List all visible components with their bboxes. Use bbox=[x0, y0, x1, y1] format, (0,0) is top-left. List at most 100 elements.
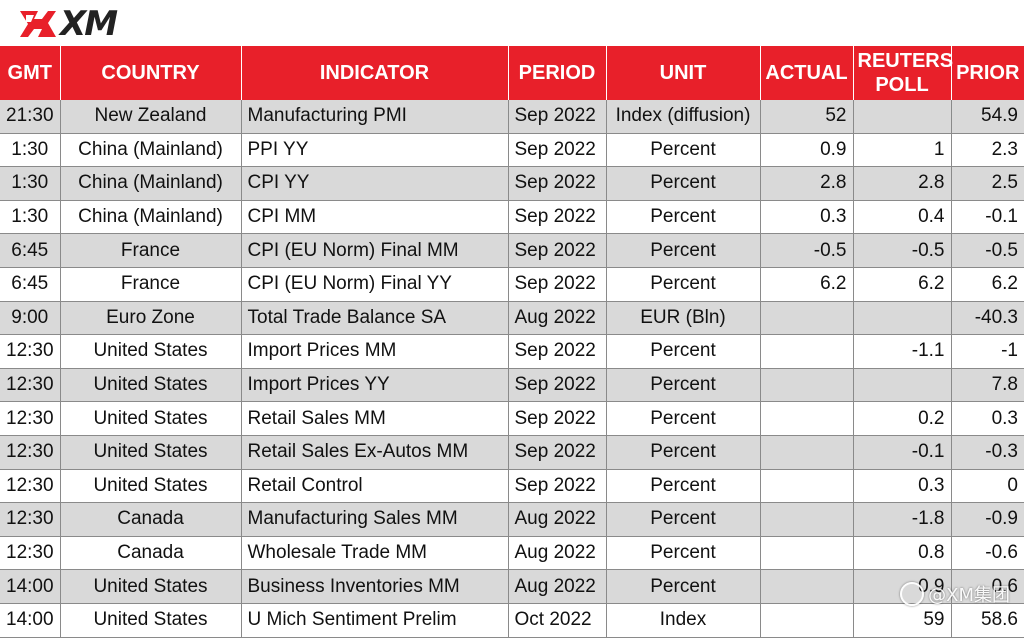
cell-period: Sep 2022 bbox=[508, 401, 607, 436]
header-gmt: GMT bbox=[0, 46, 61, 100]
table-row: 6:45 France CPI (EU Norm) Final MM Sep 2022… bbox=[0, 233, 1024, 268]
cell-gmt: 12:30 bbox=[0, 401, 61, 436]
cell-indicator: Import Prices MM bbox=[241, 334, 509, 369]
cell-prior: -1 bbox=[951, 334, 1024, 369]
cell-country: United States bbox=[60, 469, 242, 504]
cell-indicator: Total Trade Balance SA bbox=[241, 301, 509, 336]
cell-unit: Percent bbox=[606, 267, 761, 302]
cell-reuters-poll: -1.8 bbox=[853, 502, 952, 537]
cell-indicator: Manufacturing Sales MM bbox=[241, 502, 509, 537]
cell-reuters-poll: 6.2 bbox=[853, 267, 952, 302]
cell-country: United States bbox=[60, 569, 242, 604]
cell-reuters-poll: 0.4 bbox=[853, 200, 952, 235]
header-prior: PRIOR bbox=[951, 46, 1024, 100]
cell-reuters-poll: 0.2 bbox=[853, 401, 952, 436]
cell-country: United States bbox=[60, 435, 242, 470]
cell-actual: -0.5 bbox=[760, 233, 854, 268]
table-row: 1:30 China (Mainland) CPI YY Sep 2022 Percen… bbox=[0, 166, 1024, 201]
cell-gmt: 12:30 bbox=[0, 368, 61, 403]
cell-period: Sep 2022 bbox=[508, 100, 607, 134]
cell-unit: Percent bbox=[606, 233, 761, 268]
cell-unit: Percent bbox=[606, 469, 761, 504]
table-row: 14:00 United States U Mich Sentiment Preli… bbox=[0, 603, 1024, 638]
cell-gmt: 12:30 bbox=[0, 435, 61, 470]
table-row: 12:30 Canada Wholesale Trade MM Aug 2022 Per… bbox=[0, 536, 1024, 571]
cell-indicator: Business Inventories MM bbox=[241, 569, 509, 604]
cell-country: United States bbox=[60, 401, 242, 436]
header-poll-line1: REUTERS bbox=[857, 50, 954, 72]
cell-country: Canada bbox=[60, 502, 242, 537]
cell-prior: -0.1 bbox=[951, 200, 1024, 235]
cell-unit: Percent bbox=[606, 569, 761, 604]
cell-actual bbox=[760, 469, 854, 504]
header-country: COUNTRY bbox=[60, 46, 242, 100]
table-row: 1:30 China (Mainland) PPI YY Sep 2022 Percen… bbox=[0, 133, 1024, 168]
table-row: 14:00 United States Business Inventories M… bbox=[0, 569, 1024, 604]
table-row: 9:00 Euro Zone Total Trade Balance SA Aug 2… bbox=[0, 301, 1024, 336]
cell-unit: Percent bbox=[606, 536, 761, 571]
cell-gmt: 21:30 bbox=[0, 100, 61, 134]
cell-gmt: 12:30 bbox=[0, 334, 61, 369]
header-poll-line2: POLL bbox=[875, 74, 929, 96]
cell-actual bbox=[760, 603, 854, 638]
cell-gmt: 1:30 bbox=[0, 133, 61, 168]
cell-period: Aug 2022 bbox=[508, 301, 607, 336]
cell-indicator: CPI (EU Norm) Final YY bbox=[241, 267, 509, 302]
cell-unit: Index (diffusion) bbox=[606, 100, 761, 134]
cell-prior: 2.5 bbox=[951, 166, 1024, 201]
cell-actual bbox=[760, 569, 854, 604]
cell-period: Sep 2022 bbox=[508, 166, 607, 201]
cell-prior: -0.6 bbox=[951, 536, 1024, 571]
cell-indicator: Retail Sales Ex-Autos MM bbox=[241, 435, 509, 470]
cell-period: Sep 2022 bbox=[508, 435, 607, 470]
cell-gmt: 1:30 bbox=[0, 200, 61, 235]
cell-country: China (Mainland) bbox=[60, 200, 242, 235]
cell-reuters-poll: -1.1 bbox=[853, 334, 952, 369]
cell-actual bbox=[760, 435, 854, 470]
cell-actual: 0.9 bbox=[760, 133, 854, 168]
cell-period: Aug 2022 bbox=[508, 502, 607, 537]
cell-indicator: Retail Control bbox=[241, 469, 509, 504]
table-row: 12:30 United States Retail Sales MM Sep 202… bbox=[0, 401, 1024, 436]
table-row: 12:30 United States Retail Sales Ex-Autos … bbox=[0, 435, 1024, 470]
cell-prior: 54.9 bbox=[951, 100, 1024, 134]
cell-period: Aug 2022 bbox=[508, 569, 607, 604]
watermark-text: @XM集团 bbox=[928, 585, 1010, 606]
cell-country: Euro Zone bbox=[60, 301, 242, 336]
cell-country: New Zealand bbox=[60, 100, 242, 134]
cell-unit: Percent bbox=[606, 368, 761, 403]
cell-actual bbox=[760, 368, 854, 403]
cell-reuters-poll bbox=[853, 301, 952, 336]
cell-indicator: CPI MM bbox=[241, 200, 509, 235]
cell-reuters-poll bbox=[853, 368, 952, 403]
cell-reuters-poll: -0.5 bbox=[853, 233, 952, 268]
xm-logo: XM bbox=[18, 6, 118, 42]
cell-actual bbox=[760, 334, 854, 369]
cell-unit: Percent bbox=[606, 401, 761, 436]
table-row: 12:30 United States Retail Control Sep 2022… bbox=[0, 469, 1024, 504]
watermark-logo-icon bbox=[900, 582, 925, 606]
cell-period: Sep 2022 bbox=[508, 334, 607, 369]
cell-gmt: 14:00 bbox=[0, 603, 61, 638]
header-period: PERIOD bbox=[508, 46, 607, 100]
cell-unit: Percent bbox=[606, 502, 761, 537]
cell-gmt: 6:45 bbox=[0, 233, 61, 268]
cell-reuters-poll: 2.8 bbox=[853, 166, 952, 201]
cell-unit: Index bbox=[606, 603, 761, 638]
cell-gmt: 12:30 bbox=[0, 469, 61, 504]
watermark: @XM集团 bbox=[900, 581, 1010, 607]
cell-indicator: Wholesale Trade MM bbox=[241, 536, 509, 571]
cell-period: Sep 2022 bbox=[508, 368, 607, 403]
cell-indicator: Retail Sales MM bbox=[241, 401, 509, 436]
cell-actual: 6.2 bbox=[760, 267, 854, 302]
cell-reuters-poll: 0.8 bbox=[853, 536, 952, 571]
cell-gmt: 14:00 bbox=[0, 569, 61, 604]
cell-unit: Percent bbox=[606, 166, 761, 201]
cell-prior: 58.6 bbox=[951, 603, 1024, 638]
cell-unit: Percent bbox=[606, 133, 761, 168]
cell-country: United States bbox=[60, 368, 242, 403]
cell-period: Oct 2022 bbox=[508, 603, 607, 638]
cell-actual: 2.8 bbox=[760, 166, 854, 201]
table-row: 12:30 United States Import Prices YY Sep 20… bbox=[0, 368, 1024, 403]
table-row: 21:30 New Zealand Manufacturing PMI Sep 202… bbox=[0, 100, 1024, 134]
